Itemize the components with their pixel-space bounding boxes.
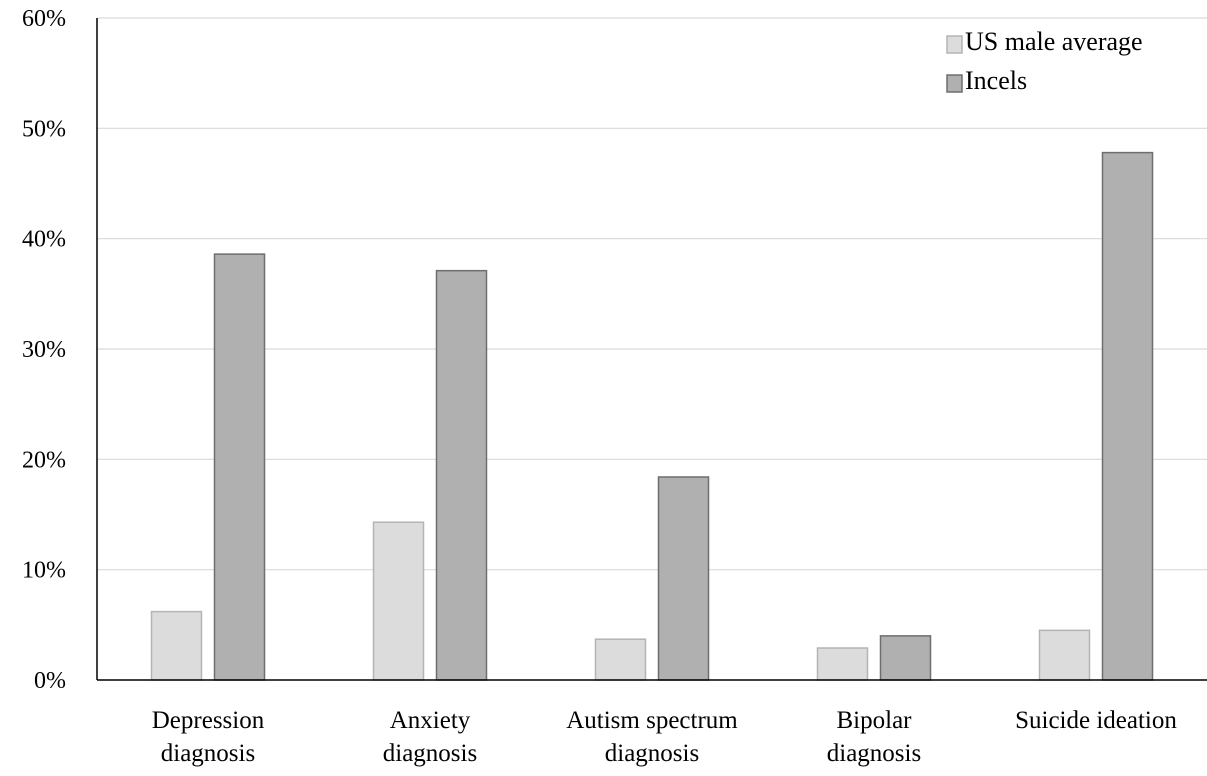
category-label: Bipolar (837, 707, 913, 734)
category-label: Suicide ideation (1015, 707, 1177, 734)
legend-label: Incels (965, 66, 1027, 95)
y-tick-labels: 0% 10% 20% 30% 40% 50% 60% (22, 6, 66, 694)
bar-us-male-average-4 (1038, 629, 1091, 681)
legend: US male average Incels (946, 27, 1143, 95)
category-label: Depression (152, 707, 265, 734)
y-tick-label: 0% (34, 668, 66, 694)
bar-us-male-average-2 (594, 638, 647, 681)
bar-incels-0 (213, 253, 266, 681)
y-tick-label: 50% (22, 116, 66, 142)
bars (150, 151, 1154, 681)
legend-swatch (946, 74, 963, 93)
axes (96, 18, 1207, 681)
y-tick-label: 40% (22, 227, 66, 253)
y-tick-label: 10% (22, 558, 66, 584)
y-tick-label: 30% (22, 337, 66, 363)
category-label: Autism spectrum (566, 707, 738, 734)
bar-us-male-average-3 (816, 647, 869, 681)
y-tick-label: 20% (22, 447, 66, 473)
category-label: diagnosis (605, 740, 699, 767)
category-labels: Depression diagnosis Anxiety diagnosis Autis… (152, 707, 1178, 767)
gridlines (97, 17, 1207, 571)
bar-incels-4 (1101, 151, 1154, 681)
category-label: Anxiety (390, 707, 471, 734)
category-label: diagnosis (827, 740, 921, 767)
bar-incels-1 (435, 269, 488, 681)
bar-us-male-average-1 (372, 521, 425, 681)
bar-us-male-average-0 (150, 610, 203, 681)
category-label: diagnosis (383, 740, 477, 767)
legend-swatch (946, 35, 963, 54)
bar-incels-2 (657, 476, 710, 681)
bar-incels-3 (879, 635, 932, 681)
legend-label: US male average (965, 27, 1143, 56)
y-tick-label: 60% (22, 6, 66, 32)
category-label: diagnosis (161, 740, 255, 767)
